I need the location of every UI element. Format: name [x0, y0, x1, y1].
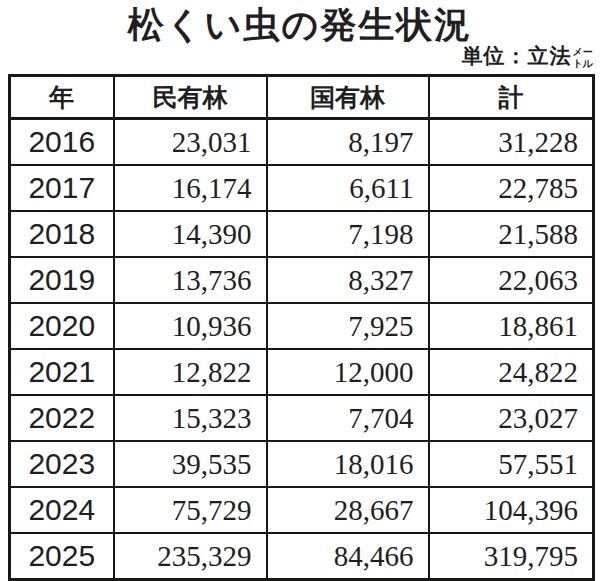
private-forest-cell: 75,729	[114, 487, 267, 533]
private-forest-cell: 15,323	[114, 395, 267, 441]
year-cell: 2017	[10, 165, 114, 211]
table-row: 2025 235,329 84,466 319,795	[10, 533, 594, 580]
table-row: 2021 12,822 12,000 24,822	[10, 349, 594, 395]
total-cell: 319,795	[429, 533, 594, 580]
table-row: 2022 15,323 7,704 23,027	[10, 395, 594, 441]
year-cell: 2025	[10, 533, 114, 580]
year-cell: 2016	[10, 119, 114, 166]
private-forest-cell: 12,822	[114, 349, 267, 395]
private-forest-cell: 235,329	[114, 533, 267, 580]
header-private-forest: 民有林	[114, 76, 267, 119]
total-cell: 31,228	[429, 119, 594, 166]
table-row: 2024 75,729 28,667 104,396	[10, 487, 594, 533]
national-forest-cell: 7,198	[267, 211, 429, 257]
national-forest-cell: 6,611	[267, 165, 429, 211]
year-cell: 2024	[10, 487, 114, 533]
unit-small-top: メー	[573, 46, 593, 58]
total-cell: 104,396	[429, 487, 594, 533]
table-header-row: 年 民有林 国有林 計	[10, 76, 594, 119]
national-forest-cell: 7,704	[267, 395, 429, 441]
private-forest-cell: 10,936	[114, 303, 267, 349]
table-row: 2020 10,936 7,925 18,861	[10, 303, 594, 349]
private-forest-cell: 23,031	[114, 119, 267, 166]
private-forest-cell: 13,736	[114, 257, 267, 303]
total-cell: 18,861	[429, 303, 594, 349]
national-forest-cell: 7,925	[267, 303, 429, 349]
private-forest-cell: 16,174	[114, 165, 267, 211]
national-forest-cell: 12,000	[267, 349, 429, 395]
total-cell: 21,588	[429, 211, 594, 257]
unit-label-prefix: 単位：立法	[462, 42, 572, 70]
unit-small-bottom: トル	[573, 58, 593, 70]
year-cell: 2018	[10, 211, 114, 257]
national-forest-cell: 8,327	[267, 257, 429, 303]
header-year: 年	[10, 76, 114, 119]
national-forest-cell: 18,016	[267, 441, 429, 487]
private-forest-cell: 14,390	[114, 211, 267, 257]
total-cell: 57,551	[429, 441, 594, 487]
table-row: 2016 23,031 8,197 31,228	[10, 119, 594, 166]
year-cell: 2020	[10, 303, 114, 349]
header-national-forest: 国有林	[267, 76, 429, 119]
national-forest-cell: 8,197	[267, 119, 429, 166]
national-forest-cell: 28,667	[267, 487, 429, 533]
national-forest-cell: 84,466	[267, 533, 429, 580]
table-row: 2018 14,390 7,198 21,588	[10, 211, 594, 257]
year-cell: 2021	[10, 349, 114, 395]
year-cell: 2023	[10, 441, 114, 487]
year-cell: 2019	[10, 257, 114, 303]
total-cell: 22,785	[429, 165, 594, 211]
occurrence-table: 年 民有林 国有林 計 2016 23,031 8,197 31,228 201…	[8, 74, 595, 581]
total-cell: 24,822	[429, 349, 594, 395]
unit-label-small-kana: メートル	[573, 46, 593, 69]
private-forest-cell: 39,535	[114, 441, 267, 487]
unit-label: 単位：立法メートル	[462, 42, 593, 70]
table-row: 2017 16,174 6,611 22,785	[10, 165, 594, 211]
year-cell: 2022	[10, 395, 114, 441]
total-cell: 22,063	[429, 257, 594, 303]
table-row: 2019 13,736 8,327 22,063	[10, 257, 594, 303]
total-cell: 23,027	[429, 395, 594, 441]
header-total: 計	[429, 76, 594, 119]
table-row: 2023 39,535 18,016 57,551	[10, 441, 594, 487]
